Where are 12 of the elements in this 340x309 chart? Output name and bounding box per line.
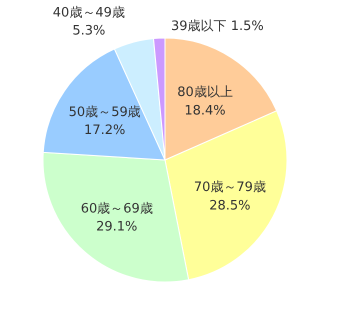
slice-label: 39歳以下 — [171, 19, 227, 34]
data-label: 1.5% — [230, 19, 264, 34]
data-label: 5.3% — [72, 24, 106, 39]
slice-label: 40歳～49歳 — [52, 5, 125, 20]
data-label: 18.4% — [184, 103, 226, 118]
slice-label: 60歳～69歳 — [80, 201, 153, 216]
data-label: 17.2% — [84, 123, 126, 138]
slice-label: 50歳～59歳 — [68, 104, 141, 120]
slice-label: 80歳以上 — [177, 85, 233, 100]
slice-label: 70歳～79歳 — [194, 180, 266, 196]
data-label: 29.1% — [96, 220, 138, 235]
data-label: 28.5% — [209, 198, 251, 214]
